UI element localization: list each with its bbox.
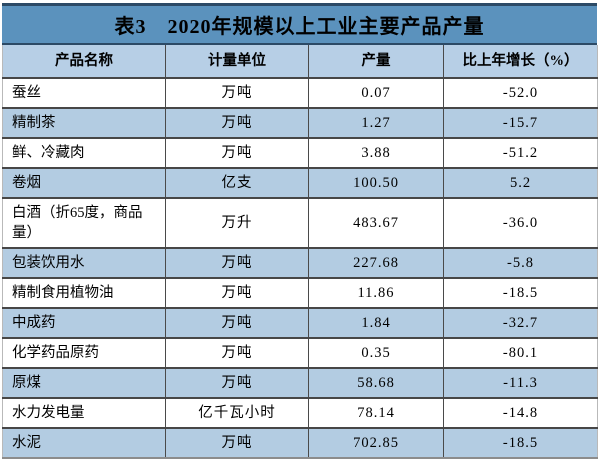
unit-cell: 亿支 (165, 168, 309, 199)
products-table: 产品名称 计量单位 产量 比上年增长（%） 蚕丝 万吨 0.07 -52.0 精… (2, 45, 598, 459)
table-row: 原煤 万吨 58.68 -11.3 (2, 368, 598, 399)
table-title: 表3 2020年规模以上工业主要产品产量 (114, 16, 485, 38)
output-cell: 227.68 (308, 248, 444, 279)
product-name-cell: 精制茶 (2, 108, 166, 139)
product-name-cell: 水泥 (2, 428, 166, 459)
growth-cell: -32.7 (443, 308, 598, 339)
product-name-cell: 化学药品原药 (2, 338, 166, 369)
unit-cell: 万吨 (165, 248, 309, 279)
table-row: 鲜、冷藏肉 万吨 3.88 -51.2 (2, 138, 598, 169)
product-name-cell: 白酒（折65度，商品量） (2, 198, 166, 249)
output-cell: 58.68 (308, 368, 444, 399)
product-name-cell: 卷烟 (2, 168, 166, 199)
growth-cell: -18.5 (443, 428, 598, 459)
output-cell: 1.27 (308, 108, 444, 139)
output-cell: 1.84 (308, 308, 444, 339)
product-name-cell: 蚕丝 (2, 78, 166, 109)
table-row: 精制茶 万吨 1.27 -15.7 (2, 108, 598, 139)
growth-cell: -36.0 (443, 198, 598, 249)
output-cell: 702.85 (308, 428, 444, 459)
product-name-cell: 精制食用植物油 (2, 278, 166, 309)
unit-cell: 亿千瓦小时 (165, 398, 309, 429)
unit-cell: 万吨 (165, 78, 309, 109)
unit-cell: 万吨 (165, 338, 309, 369)
unit-cell: 万吨 (165, 138, 309, 169)
table-row: 白酒（折65度，商品量） 万升 483.67 -36.0 (2, 198, 598, 249)
product-name-cell: 中成药 (2, 308, 166, 339)
growth-cell: -80.1 (443, 338, 598, 369)
header-row: 产品名称 计量单位 产量 比上年增长（%） (2, 45, 598, 79)
statistics-table-section: 表3 2020年规模以上工业主要产品产量 产品名称 计量单位 产量 比上年增长（… (2, 3, 598, 459)
table-title-bar: 表3 2020年规模以上工业主要产品产量 (2, 3, 597, 45)
output-cell: 100.50 (308, 168, 444, 199)
growth-cell: -52.0 (443, 78, 598, 109)
growth-cell: -18.5 (443, 278, 598, 309)
column-header-output: 产量 (308, 45, 444, 79)
growth-cell: 5.2 (443, 168, 598, 199)
column-header-unit: 计量单位 (165, 45, 309, 79)
growth-cell: -5.8 (443, 248, 598, 279)
table-row: 精制食用植物油 万吨 11.86 -18.5 (2, 278, 598, 309)
table-row: 水力发电量 亿千瓦小时 78.14 -14.8 (2, 398, 598, 429)
product-name-cell: 包装饮用水 (2, 248, 166, 279)
table-row: 化学药品原药 万吨 0.35 -80.1 (2, 338, 598, 369)
output-cell: 0.35 (308, 338, 444, 369)
output-cell: 3.88 (308, 138, 444, 169)
output-cell: 78.14 (308, 398, 444, 429)
growth-cell: -11.3 (443, 368, 598, 399)
table-row: 中成药 万吨 1.84 -32.7 (2, 308, 598, 339)
output-cell: 11.86 (308, 278, 444, 309)
product-name-cell: 鲜、冷藏肉 (2, 138, 166, 169)
table-row: 蚕丝 万吨 0.07 -52.0 (2, 78, 598, 109)
output-cell: 483.67 (308, 198, 444, 249)
table-row: 包装饮用水 万吨 227.68 -5.8 (2, 248, 598, 279)
unit-cell: 万吨 (165, 308, 309, 339)
unit-cell: 万吨 (165, 278, 309, 309)
product-name-cell: 水力发电量 (2, 398, 166, 429)
table-row: 卷烟 亿支 100.50 5.2 (2, 168, 598, 199)
growth-cell: -14.8 (443, 398, 598, 429)
column-header-growth: 比上年增长（%） (443, 45, 598, 79)
product-name-cell: 原煤 (2, 368, 166, 399)
table-row: 水泥 万吨 702.85 -18.5 (2, 428, 598, 459)
unit-cell: 万吨 (165, 428, 309, 459)
column-header-product-name: 产品名称 (2, 45, 166, 79)
output-cell: 0.07 (308, 78, 444, 109)
unit-cell: 万吨 (165, 368, 309, 399)
unit-cell: 万吨 (165, 108, 309, 139)
growth-cell: -51.2 (443, 138, 598, 169)
growth-cell: -15.7 (443, 108, 598, 139)
unit-cell: 万升 (165, 198, 309, 249)
